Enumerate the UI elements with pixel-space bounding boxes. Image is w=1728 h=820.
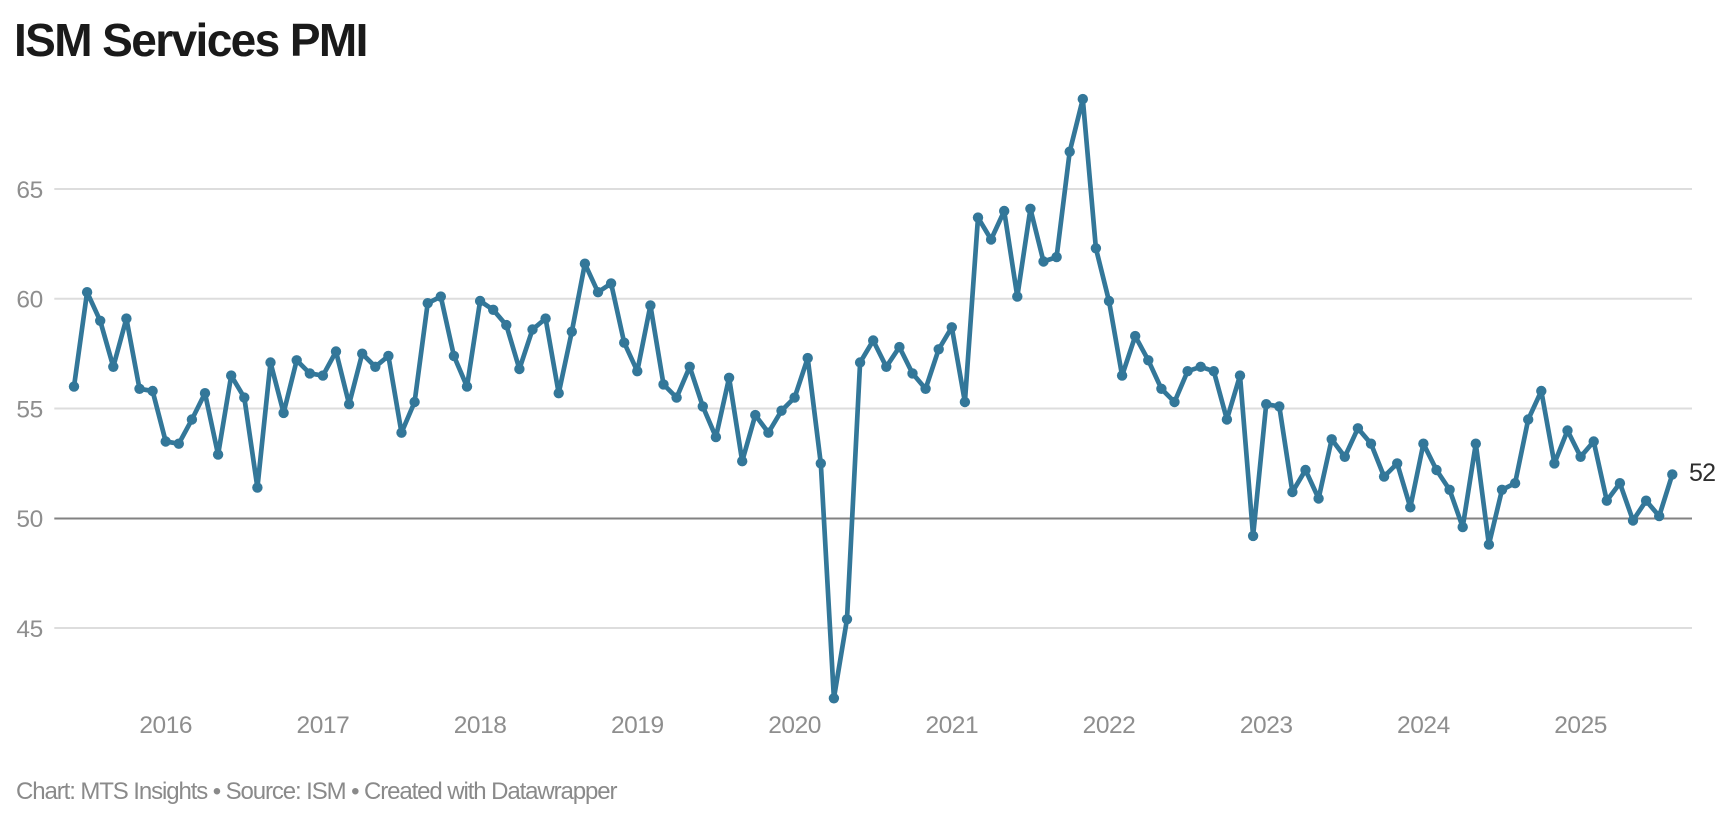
svg-text:50: 50	[16, 506, 42, 533]
svg-text:52: 52	[1689, 459, 1715, 487]
svg-text:ISM Services PMI: ISM Services PMI	[14, 14, 367, 66]
svg-text:45: 45	[16, 616, 42, 643]
svg-text:2025: 2025	[1554, 712, 1607, 739]
svg-text:2023: 2023	[1240, 712, 1293, 739]
svg-text:55: 55	[16, 396, 42, 423]
svg-text:2024: 2024	[1397, 712, 1450, 739]
svg-text:2022: 2022	[1083, 712, 1136, 739]
svg-text:60: 60	[16, 287, 42, 314]
svg-text:2021: 2021	[925, 712, 978, 739]
svg-text:Chart: MTS Insights • Source:: Chart: MTS Insights • Source: ISM • Crea…	[16, 778, 617, 805]
svg-text:65: 65	[16, 177, 42, 204]
svg-text:2017: 2017	[297, 712, 350, 739]
svg-text:2020: 2020	[768, 712, 821, 739]
svg-text:2016: 2016	[139, 712, 192, 739]
svg-text:2019: 2019	[611, 712, 664, 739]
svg-text:2018: 2018	[454, 712, 507, 739]
